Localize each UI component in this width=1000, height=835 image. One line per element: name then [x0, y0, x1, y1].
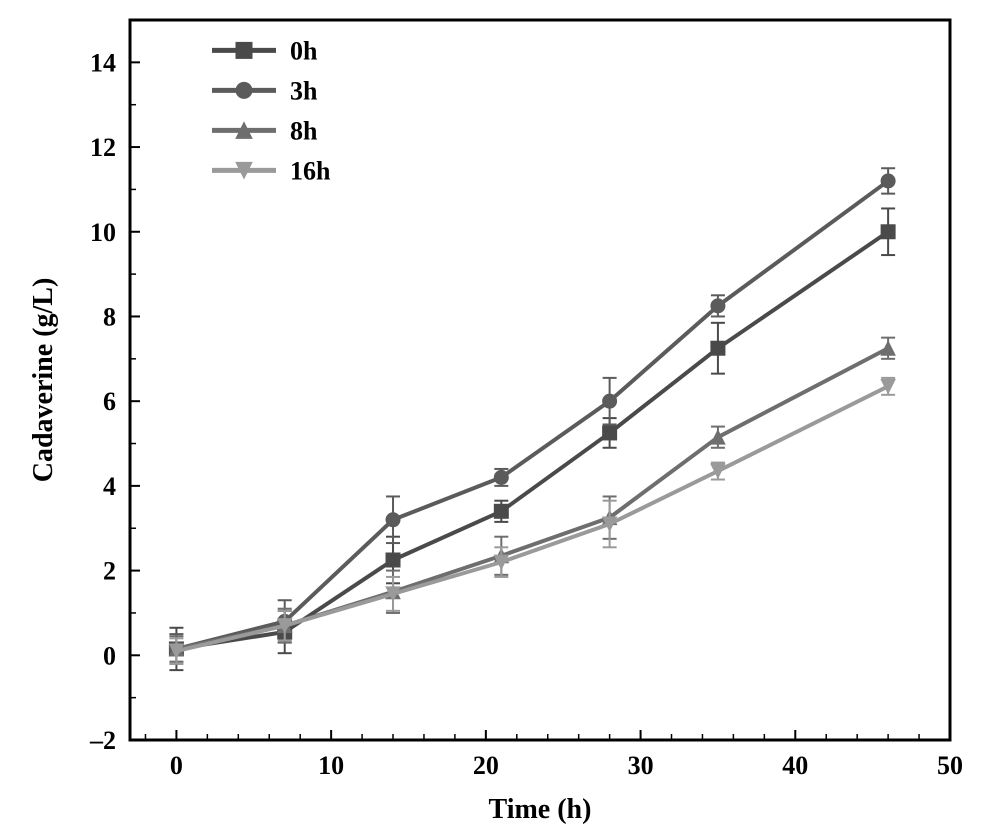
y-tick-label: 6 [103, 387, 116, 416]
legend-label: 3h [290, 76, 318, 105]
y-tick-label: 2 [103, 557, 116, 586]
legend-label: 16h [290, 156, 331, 185]
x-tick-label: 20 [473, 751, 499, 780]
y-tick-label: 14 [90, 48, 116, 77]
marker-square [603, 426, 617, 440]
cadaverine-time-chart: 0 10 20 30 40 50 Time (h) –2 0 2 4 6 8 10 12 14 Cadaveri… [0, 0, 1000, 835]
marker-circle [603, 394, 617, 408]
y-tick-label: 0 [103, 641, 116, 670]
legend-label: 8h [290, 116, 318, 145]
marker-circle [881, 174, 895, 188]
y-tick-label: 12 [90, 133, 116, 162]
marker-square [236, 42, 252, 58]
legend-label: 0h [290, 36, 318, 65]
x-tick-label: 10 [318, 751, 344, 780]
marker-circle [711, 299, 725, 313]
x-tick-label: 50 [937, 751, 963, 780]
chart-background [0, 0, 1000, 835]
x-tick-label: 30 [628, 751, 654, 780]
marker-circle [236, 82, 252, 98]
x-tick-label: 40 [782, 751, 808, 780]
y-tick-label: –2 [89, 726, 116, 755]
x-axis-label: Time (h) [489, 794, 592, 825]
y-axis-label: Cadaverine (g/L) [28, 278, 59, 483]
marker-square [881, 225, 895, 239]
x-tick-label: 0 [170, 751, 183, 780]
marker-circle [386, 513, 400, 527]
y-tick-label: 8 [103, 302, 116, 331]
marker-square [386, 553, 400, 567]
chart-container: 0 10 20 30 40 50 Time (h) –2 0 2 4 6 8 10 12 14 Cadaveri… [0, 0, 1000, 835]
marker-circle [494, 470, 508, 484]
marker-square [711, 341, 725, 355]
y-tick-label: 10 [90, 218, 116, 247]
y-tick-label: 4 [103, 472, 116, 501]
marker-square [494, 504, 508, 518]
